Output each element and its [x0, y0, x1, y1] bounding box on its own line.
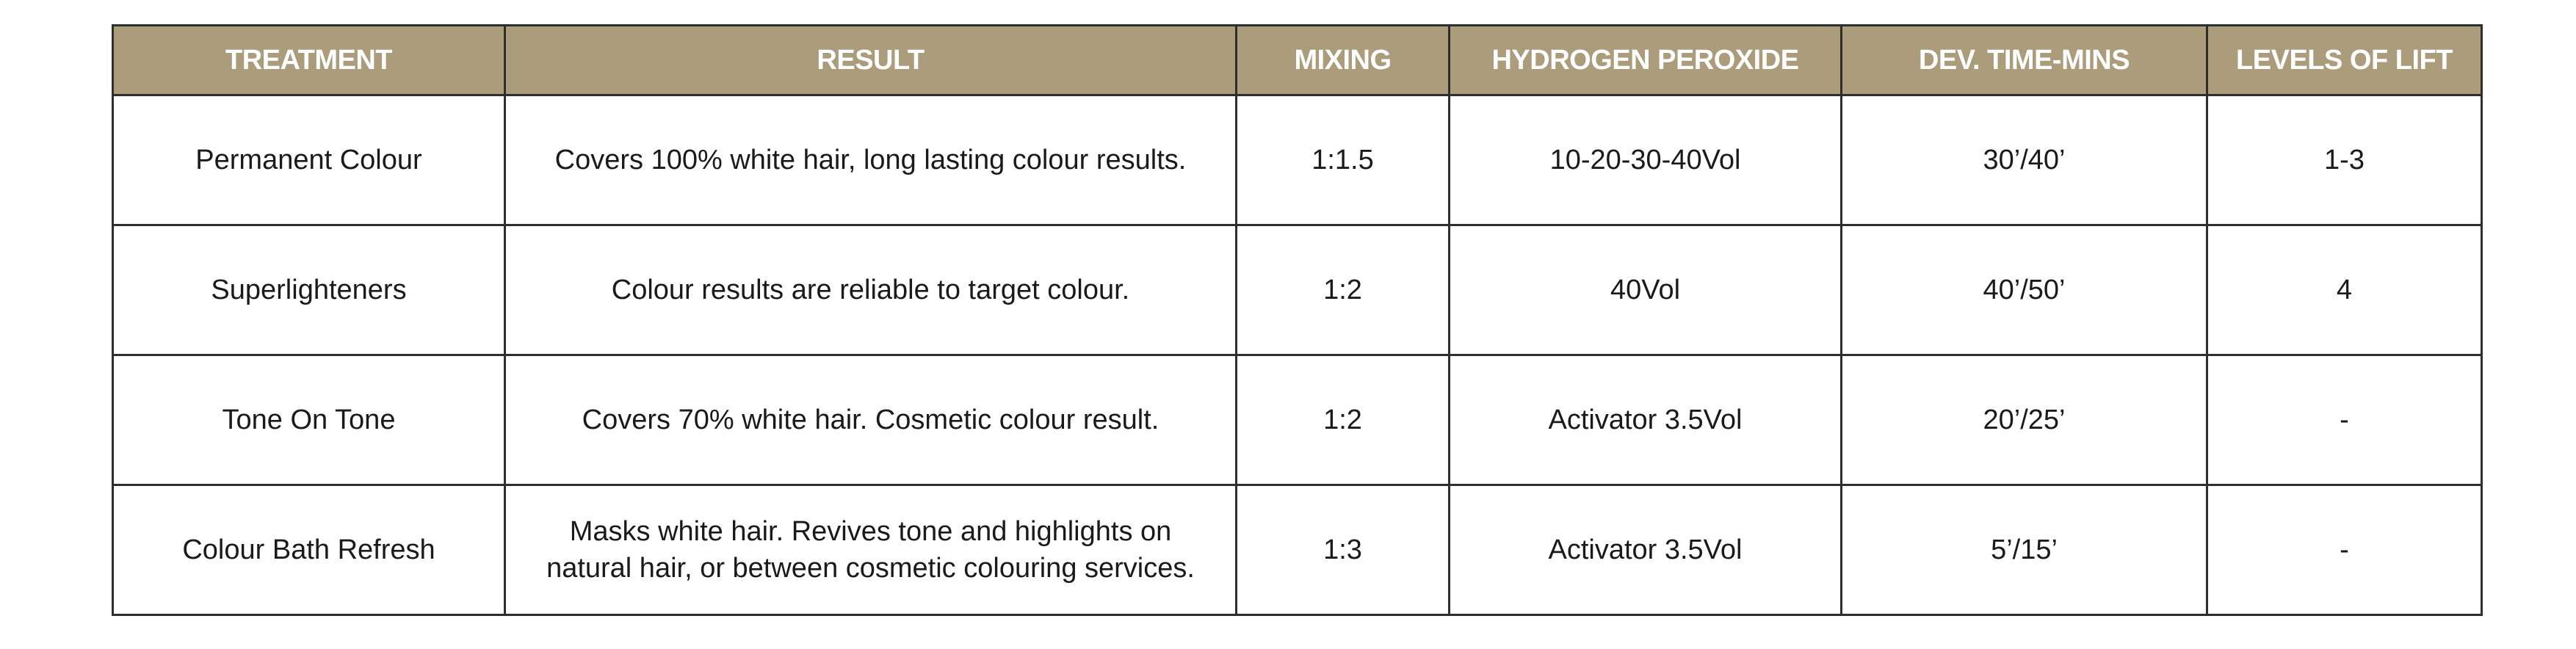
table-row: Tone On Tone Covers 70% white hair. Cosm… — [112, 354, 2483, 486]
cell-dev-time: 5’/15’ — [1840, 484, 2208, 616]
table-row: Colour Bath Refresh Masks white hair. Re… — [112, 484, 2483, 616]
cell-result: Masks white hair. Revives tone and highl… — [504, 484, 1237, 616]
header-mixing: MIXING — [1235, 24, 1450, 96]
cell-result: Colour results are reliable to target co… — [504, 224, 1237, 356]
cell-hydrogen-peroxide: Activator 3.5Vol — [1448, 354, 1842, 486]
header-hydrogen-peroxide: HYDROGEN PEROXIDE — [1448, 24, 1842, 96]
header-result: RESULT — [504, 24, 1237, 96]
cell-levels-of-lift: 4 — [2206, 224, 2483, 356]
cell-dev-time: 40’/50’ — [1840, 224, 2208, 356]
cell-hydrogen-peroxide: Activator 3.5Vol — [1448, 484, 1842, 616]
cell-levels-of-lift: - — [2206, 484, 2483, 616]
cell-result: Covers 100% white hair, long lasting col… — [504, 94, 1237, 226]
cell-dev-time: 20’/25’ — [1840, 354, 2208, 486]
cell-hydrogen-peroxide: 40Vol — [1448, 224, 1842, 356]
cell-mixing: 1:3 — [1235, 484, 1450, 616]
table-row: Permanent Colour Covers 100% white hair,… — [112, 94, 2483, 226]
cell-treatment: Permanent Colour — [112, 94, 506, 226]
treatment-table-container: TREATMENT RESULT MIXING HYDROGEN PEROXID… — [112, 24, 2483, 616]
header-dev-time: DEV. TIME-MINS — [1840, 24, 2208, 96]
treatment-table: TREATMENT RESULT MIXING HYDROGEN PEROXID… — [112, 24, 2483, 616]
cell-levels-of-lift: 1-3 — [2206, 94, 2483, 226]
cell-result: Covers 70% white hair. Cosmetic colour r… — [504, 354, 1237, 486]
cell-treatment: Superlighteners — [112, 224, 506, 356]
cell-mixing: 1:1.5 — [1235, 94, 1450, 226]
header-levels-of-lift: LEVELS OF LIFT — [2206, 24, 2483, 96]
cell-mixing: 1:2 — [1235, 224, 1450, 356]
table-header-row: TREATMENT RESULT MIXING HYDROGEN PEROXID… — [112, 24, 2483, 96]
cell-treatment: Colour Bath Refresh — [112, 484, 506, 616]
cell-mixing: 1:2 — [1235, 354, 1450, 486]
cell-hydrogen-peroxide: 10-20-30-40Vol — [1448, 94, 1842, 226]
table-row: Superlighteners Colour results are relia… — [112, 224, 2483, 356]
cell-dev-time: 30’/40’ — [1840, 94, 2208, 226]
cell-levels-of-lift: - — [2206, 354, 2483, 486]
header-treatment: TREATMENT — [112, 24, 506, 96]
cell-treatment: Tone On Tone — [112, 354, 506, 486]
